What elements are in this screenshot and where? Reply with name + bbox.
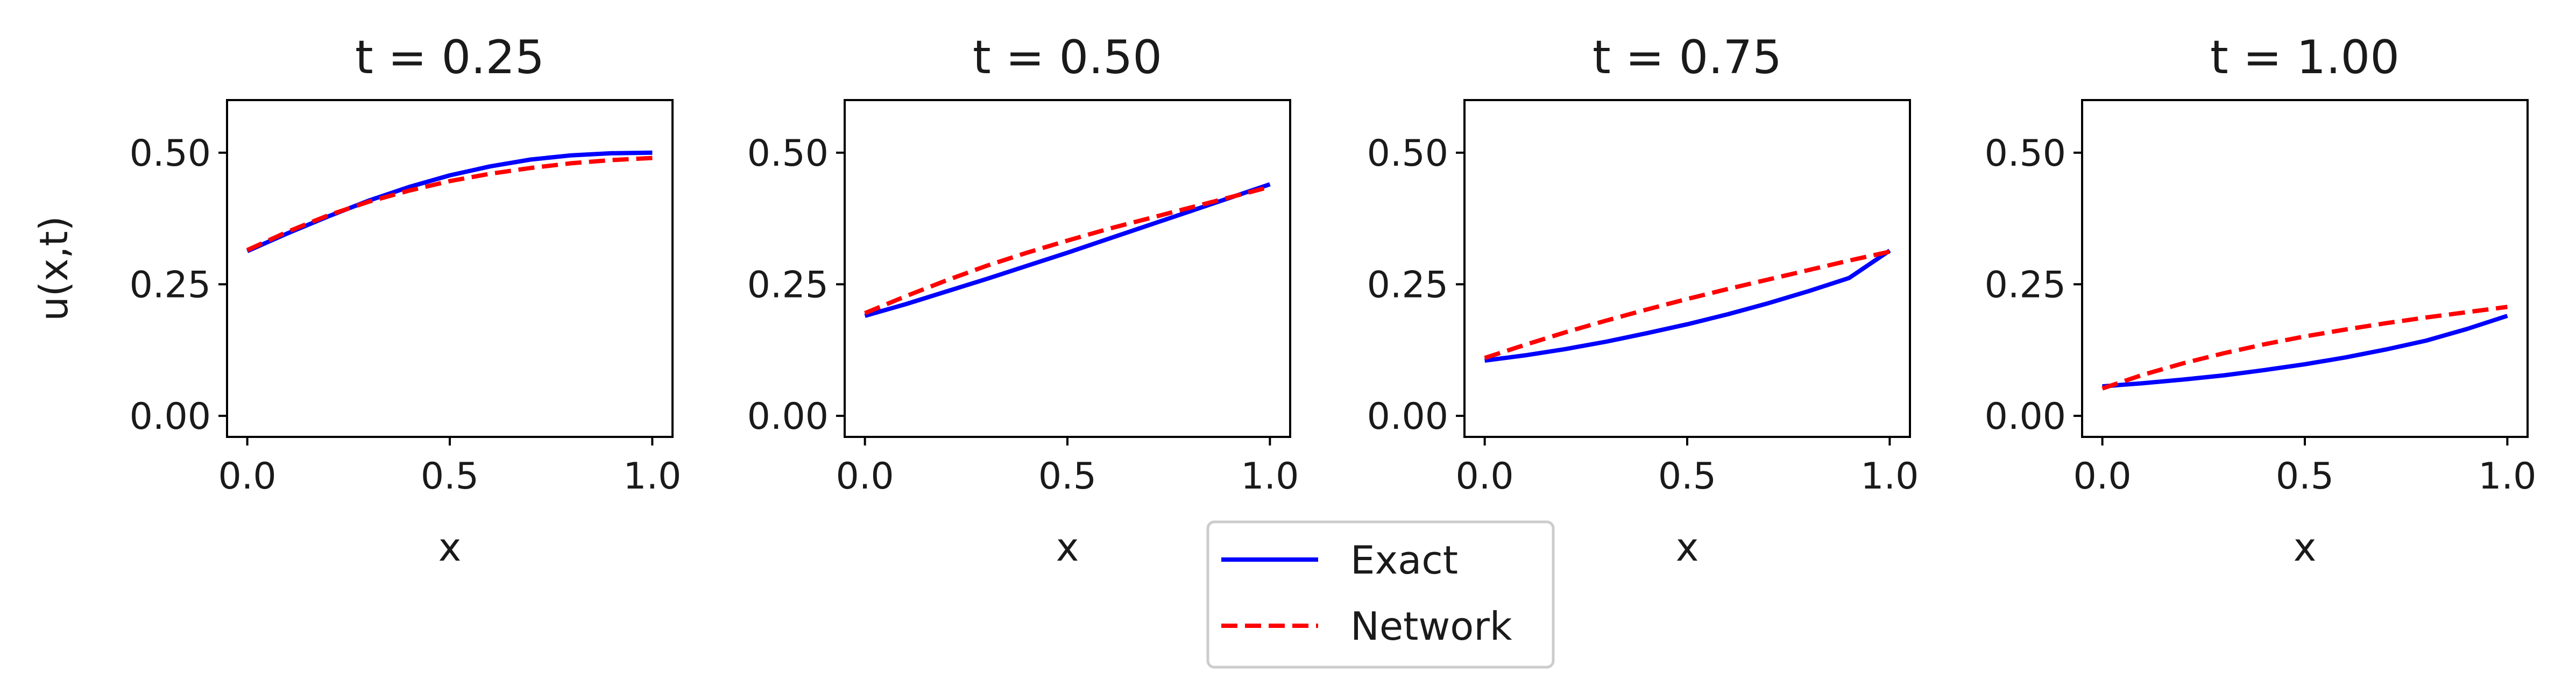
subplot-1: 0.0 0.5 1.0 0.00 0.25 0.50 t = 0.25 x u(x,t) [31, 31, 681, 570]
subplot-title: t = 0.25 [355, 31, 544, 84]
y-tick-label: 0.50 [1367, 132, 1448, 175]
y-tick-label: 0.00 [747, 395, 829, 438]
subplot-3: 0.0 0.5 1.0 0.00 0.25 0.50 t = 0.75 x [1367, 31, 1919, 570]
legend: Exact Network [1206, 520, 1555, 669]
x-tick-label: 0.0 [836, 455, 894, 498]
x-axis-label: x [438, 525, 462, 570]
x-tick-label: 0.5 [421, 455, 479, 498]
x-tick-label: 0.0 [218, 455, 277, 498]
x-axis-label: x [1056, 525, 1079, 570]
x-tick-label: 0.0 [2073, 455, 2132, 498]
x-tick-label: 0.5 [1658, 455, 1716, 498]
series-exact-line [864, 182, 1271, 318]
x-tick-label: 0.0 [1456, 455, 1514, 498]
x-axis-label: x [2294, 525, 2317, 570]
series-exact-line [2102, 314, 2508, 389]
subplot-title: t = 0.50 [973, 31, 1162, 84]
x-tick-label: 1.0 [1860, 455, 1919, 498]
y-tick-label: 0.25 [130, 264, 211, 306]
y-tick-label: 0.50 [1985, 132, 2066, 175]
y-tick-label: 0.00 [1367, 395, 1448, 438]
y-tick-label: 0.25 [1985, 264, 2066, 306]
legend-exact-label: Exact [1350, 538, 1458, 583]
subplot-4: 0.0 0.5 1.0 0.00 0.25 0.50 t = 1.00 x [1985, 31, 2537, 570]
y-tick-label: 0.50 [130, 132, 211, 175]
y-tick-label: 0.25 [1367, 264, 1448, 306]
subplot-title: t = 0.75 [1593, 31, 1782, 84]
y-axis-label: u(x,t) [31, 216, 76, 321]
y-tick-label: 0.00 [1985, 395, 2066, 438]
x-tick-label: 1.0 [1241, 455, 1299, 498]
x-tick-label: 0.5 [1038, 455, 1096, 498]
subplot-title: t = 1.00 [2210, 31, 2400, 84]
y-tick-label: 0.50 [747, 132, 829, 175]
subplot-2: 0.0 0.5 1.0 0.00 0.25 0.50 t = 0.50 x [747, 31, 1299, 570]
legend-network-label: Network [1350, 604, 1512, 649]
y-tick-label: 0.00 [130, 395, 211, 438]
x-tick-label: 0.5 [2276, 455, 2334, 498]
x-axis-label: x [1676, 525, 1699, 570]
series-exact-line [1484, 249, 1891, 363]
series-network-line [864, 185, 1271, 315]
x-tick-label: 1.0 [2478, 455, 2536, 498]
series-network-line [246, 155, 653, 252]
y-tick-label: 0.25 [747, 264, 829, 306]
x-tick-label: 1.0 [623, 455, 681, 498]
series-network-line [2101, 305, 2508, 391]
